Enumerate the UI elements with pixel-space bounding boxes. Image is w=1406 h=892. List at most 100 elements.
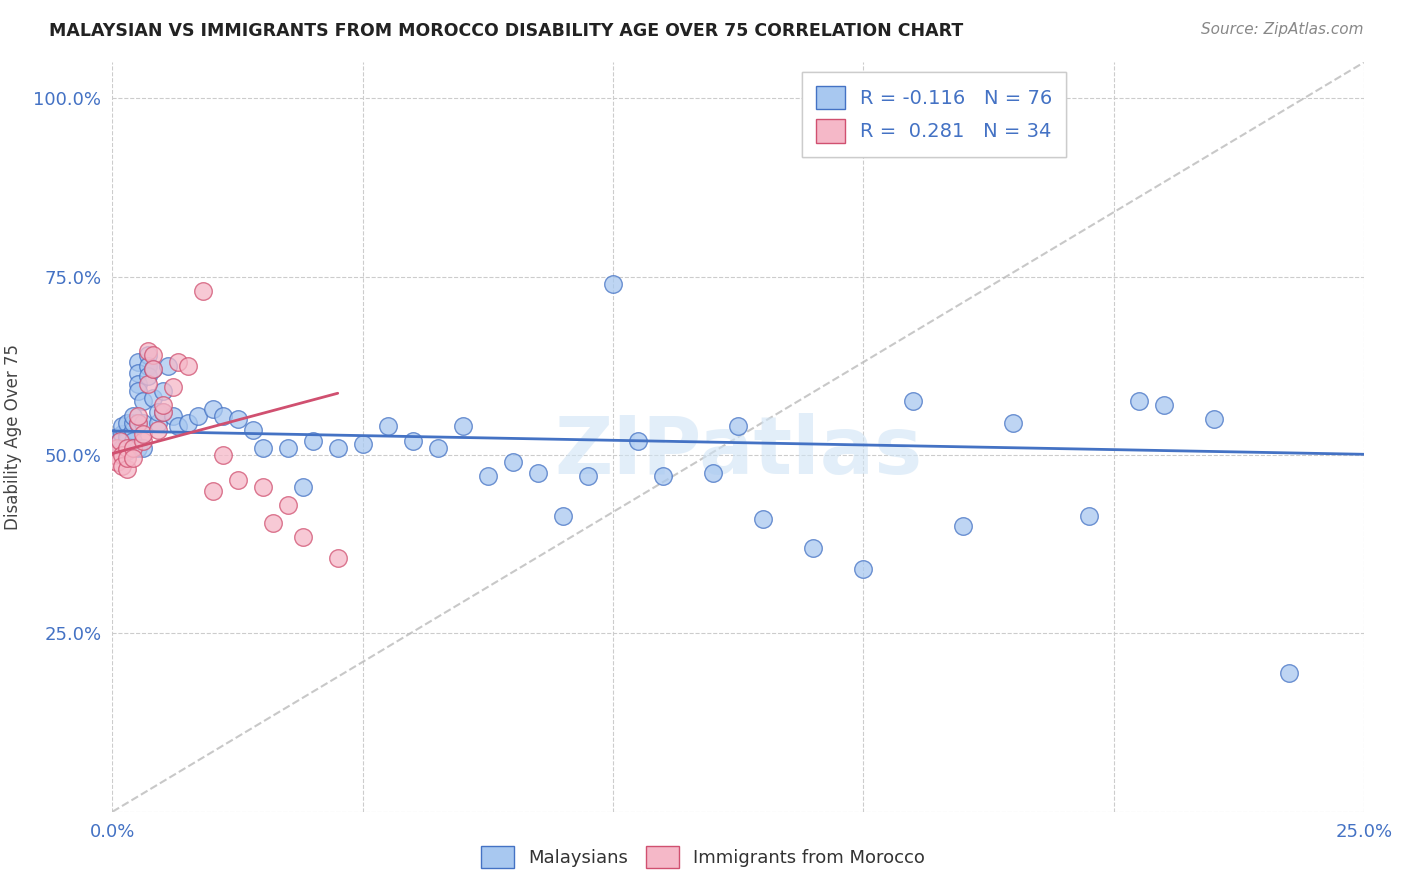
- Point: [127, 384, 149, 398]
- Point: [162, 380, 184, 394]
- Point: [131, 416, 153, 430]
- Point: [127, 409, 149, 423]
- Point: [852, 562, 875, 576]
- Point: [117, 444, 139, 458]
- Point: [551, 508, 574, 523]
- Point: [152, 405, 174, 419]
- Text: MALAYSIAN VS IMMIGRANTS FROM MOROCCO DISABILITY AGE OVER 75 CORRELATION CHART: MALAYSIAN VS IMMIGRANTS FROM MOROCCO DIS…: [49, 22, 963, 40]
- Point: [136, 359, 159, 373]
- Text: Source: ZipAtlas.com: Source: ZipAtlas.com: [1201, 22, 1364, 37]
- Point: [291, 480, 314, 494]
- Point: [502, 455, 524, 469]
- Point: [162, 409, 184, 423]
- Point: [702, 466, 724, 480]
- Point: [111, 441, 134, 455]
- Point: [127, 416, 149, 430]
- Point: [652, 469, 675, 483]
- Point: [127, 355, 149, 369]
- Point: [262, 516, 284, 530]
- Point: [301, 434, 323, 448]
- Point: [176, 359, 198, 373]
- Point: [121, 441, 143, 455]
- Point: [136, 369, 159, 384]
- Point: [1202, 412, 1225, 426]
- Point: [426, 441, 449, 455]
- Point: [211, 409, 233, 423]
- Point: [127, 376, 149, 391]
- Point: [127, 366, 149, 380]
- Point: [146, 405, 169, 419]
- Point: [121, 416, 143, 430]
- Point: [377, 419, 399, 434]
- Point: [136, 348, 159, 362]
- Legend: R = -0.116   N = 76, R =  0.281   N = 34: R = -0.116 N = 76, R = 0.281 N = 34: [801, 72, 1066, 157]
- Point: [166, 419, 188, 434]
- Point: [576, 469, 599, 483]
- Point: [152, 398, 174, 412]
- Point: [1002, 416, 1025, 430]
- Point: [117, 451, 139, 466]
- Point: [107, 430, 129, 444]
- Point: [131, 426, 153, 441]
- Point: [326, 551, 349, 566]
- Y-axis label: Disability Age Over 75: Disability Age Over 75: [4, 344, 22, 530]
- Point: [117, 441, 139, 455]
- Point: [146, 423, 169, 437]
- Point: [352, 437, 374, 451]
- Point: [326, 441, 349, 455]
- Point: [201, 483, 224, 498]
- Point: [107, 455, 129, 469]
- Point: [127, 441, 149, 455]
- Point: [107, 441, 129, 455]
- Point: [127, 416, 149, 430]
- Point: [166, 355, 188, 369]
- Point: [141, 391, 163, 405]
- Point: [242, 423, 264, 437]
- Point: [727, 419, 749, 434]
- Point: [117, 430, 139, 444]
- Point: [1128, 394, 1150, 409]
- Point: [176, 416, 198, 430]
- Point: [121, 423, 143, 437]
- Point: [252, 441, 274, 455]
- Point: [107, 437, 129, 451]
- Point: [252, 480, 274, 494]
- Point: [903, 394, 925, 409]
- Point: [277, 441, 299, 455]
- Point: [141, 362, 163, 376]
- Point: [627, 434, 650, 448]
- Point: [117, 434, 139, 448]
- Point: [117, 441, 139, 455]
- Point: [111, 448, 134, 462]
- Point: [131, 394, 153, 409]
- Point: [226, 473, 249, 487]
- Point: [226, 412, 249, 426]
- Point: [111, 419, 134, 434]
- Point: [141, 348, 163, 362]
- Point: [131, 434, 153, 448]
- Point: [104, 434, 127, 448]
- Point: [131, 441, 153, 455]
- Point: [111, 426, 134, 441]
- Point: [477, 469, 499, 483]
- Point: [1153, 398, 1175, 412]
- Point: [108, 434, 131, 448]
- Point: [152, 384, 174, 398]
- Point: [117, 462, 139, 476]
- Point: [402, 434, 425, 448]
- Point: [602, 277, 624, 291]
- Point: [117, 416, 139, 430]
- Point: [291, 530, 314, 544]
- Text: ZIPatlas: ZIPatlas: [554, 413, 922, 491]
- Point: [211, 448, 233, 462]
- Point: [1077, 508, 1099, 523]
- Point: [104, 448, 127, 462]
- Point: [141, 362, 163, 376]
- Point: [1278, 665, 1301, 680]
- Point: [527, 466, 550, 480]
- Point: [146, 416, 169, 430]
- Point: [152, 405, 174, 419]
- Point: [121, 451, 143, 466]
- Point: [111, 458, 134, 473]
- Legend: Malaysians, Immigrants from Morocco: Malaysians, Immigrants from Morocco: [471, 835, 935, 879]
